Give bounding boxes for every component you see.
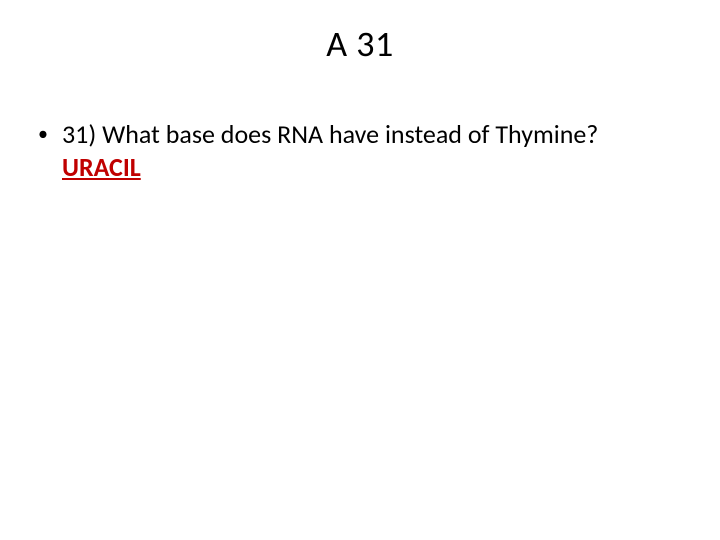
slide: A 31 • 31) What base does RNA have inste… [0, 0, 720, 540]
slide-title: A 31 [0, 22, 720, 66]
bullet-marker-icon: • [38, 118, 62, 150]
answer-text: URACIL [62, 151, 141, 183]
bullet-item: • 31) What base does RNA have instead of… [38, 118, 660, 183]
bullet-text: 31) What base does RNA have instead of T… [62, 118, 660, 183]
slide-body: • 31) What base does RNA have instead of… [38, 118, 660, 183]
question-text: 31) What base does RNA have instead of T… [62, 118, 598, 150]
